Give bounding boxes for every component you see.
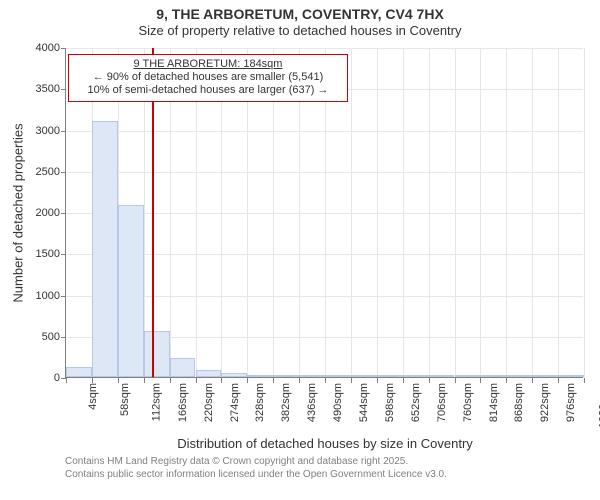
- histogram-bar: [403, 375, 429, 377]
- xtick-label: 328sqm: [255, 383, 267, 422]
- credits-line-2: Contains public sector information licen…: [65, 469, 447, 482]
- xtick-label: 436sqm: [306, 383, 318, 422]
- xtick-label: 706sqm: [436, 383, 448, 422]
- histogram-bar: [506, 375, 532, 377]
- xtick-label: 382sqm: [280, 383, 292, 422]
- chart-plot: 050010001500200025003000350040004sqm58sq…: [65, 48, 583, 378]
- annotation-line-2: 10% of semi-detached houses are larger (…: [73, 84, 343, 97]
- xtick-label: 58sqm: [119, 383, 131, 416]
- xtick-label: 922sqm: [539, 383, 551, 422]
- histogram-bar: [377, 375, 403, 377]
- gridline-v: [377, 48, 378, 377]
- chart-title: 9, THE ARBORETUM, COVENTRY, CV4 7HX: [0, 0, 600, 23]
- xtick-label: 598sqm: [384, 383, 396, 422]
- xtick-label: 760sqm: [462, 383, 474, 422]
- histogram-bar: [480, 375, 506, 377]
- gridline-v: [403, 48, 404, 377]
- xtick-label: 220sqm: [203, 383, 215, 422]
- gridline-v: [584, 48, 585, 377]
- histogram-bar: [273, 375, 299, 377]
- xtick-label: 4sqm: [87, 383, 99, 410]
- annotation-line-1: ← 90% of detached houses are smaller (5,…: [73, 71, 343, 84]
- histogram-bar: [66, 367, 92, 377]
- xtick-label: 814sqm: [488, 383, 500, 422]
- xtick-label: 544sqm: [358, 383, 370, 422]
- xtick-label: 490sqm: [332, 383, 344, 422]
- histogram-bar: [429, 375, 455, 377]
- histogram-bar: [92, 121, 118, 377]
- xtick-label: 166sqm: [177, 383, 189, 422]
- annotation-title: 9 THE ARBORETUM: 184sqm: [73, 58, 343, 71]
- gridline-v: [558, 48, 559, 377]
- xtick-label: 274sqm: [229, 383, 241, 422]
- histogram-bar: [455, 375, 481, 377]
- chart-subtitle: Size of property relative to detached ho…: [0, 23, 600, 39]
- gridline-v: [351, 48, 352, 377]
- gridline-v: [429, 48, 430, 377]
- histogram-bar: [299, 375, 325, 377]
- histogram-bar: [144, 331, 170, 377]
- histogram-bar: [247, 375, 273, 377]
- gridline-v: [532, 48, 533, 377]
- histogram-bar: [532, 375, 558, 377]
- plot-area: 050010001500200025003000350040004sqm58sq…: [65, 48, 583, 378]
- histogram-bar: [118, 205, 144, 377]
- histogram-bar: [351, 375, 377, 377]
- annotation-box: 9 THE ARBORETUM: 184sqm← 90% of detached…: [68, 54, 348, 102]
- xtick-label: 868sqm: [514, 383, 526, 422]
- histogram-bar: [558, 375, 584, 377]
- histogram-bar: [196, 370, 222, 377]
- x-axis-label: Distribution of detached houses by size …: [177, 436, 473, 451]
- histogram-bar: [170, 358, 196, 377]
- gridline-v: [506, 48, 507, 377]
- xtick-label: 652sqm: [410, 383, 422, 422]
- y-axis-label: Number of detached properties: [11, 123, 26, 302]
- histogram-bar: [221, 373, 247, 377]
- histogram-bar: [325, 375, 351, 377]
- credits: Contains HM Land Registry data © Crown c…: [65, 456, 447, 481]
- gridline-v: [455, 48, 456, 377]
- xtick-label: 112sqm: [150, 383, 162, 421]
- gridline-v: [480, 48, 481, 377]
- credits-line-1: Contains HM Land Registry data © Crown c…: [65, 456, 447, 469]
- xtick-label: 976sqm: [565, 383, 577, 422]
